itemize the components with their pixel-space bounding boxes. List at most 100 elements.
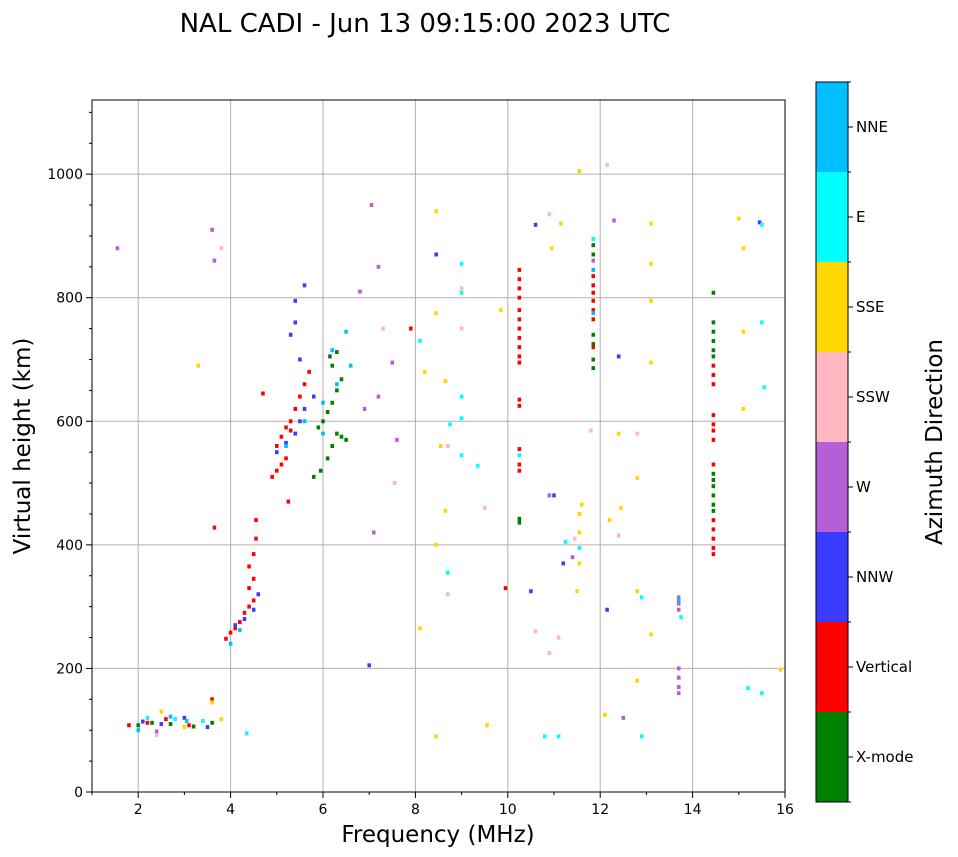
data-point-ssw — [459, 286, 464, 291]
data-point-vertical — [293, 406, 298, 411]
data-point-e — [640, 595, 644, 600]
data-point-vertical — [302, 382, 307, 387]
x-tick-label: 2 — [134, 802, 143, 818]
data-point-sse — [443, 508, 448, 513]
data-point-vertical — [517, 468, 522, 473]
data-point-vertical — [711, 527, 716, 532]
data-point-x-mode — [711, 338, 716, 343]
data-point-sse — [499, 308, 503, 313]
data-point-nne — [676, 598, 681, 603]
data-point-x-mode — [150, 720, 154, 725]
data-point-vertical — [591, 283, 596, 288]
data-point-ssw — [482, 505, 487, 510]
data-point-x-mode — [328, 354, 332, 359]
data-point-nnw — [434, 252, 438, 257]
data-point-nne — [238, 628, 242, 633]
data-point-nnw — [302, 283, 307, 288]
data-point-vertical — [145, 720, 150, 725]
data-point-nne — [330, 348, 335, 353]
data-point-vertical — [517, 335, 522, 340]
colorbar-segment-vertical — [816, 622, 848, 712]
data-point-vertical — [711, 382, 716, 387]
colorbar-frame — [815, 81, 849, 803]
data-point-sse — [434, 209, 438, 214]
data-point-e — [459, 453, 464, 458]
data-point-vertical — [591, 274, 596, 279]
data-point-w — [115, 246, 120, 251]
data-point-x-mode — [711, 320, 716, 325]
data-point-vertical — [307, 369, 311, 374]
data-point-vertical — [233, 626, 237, 631]
data-point-nnw — [757, 220, 762, 225]
data-point-vertical — [711, 363, 716, 368]
data-point-e — [459, 416, 464, 421]
data-point-w — [676, 666, 681, 671]
data-point-w — [676, 684, 681, 689]
data-point-sse — [649, 632, 653, 637]
data-point-sse — [635, 589, 639, 594]
data-point-w — [376, 264, 381, 269]
data-point-ssw — [459, 326, 464, 331]
data-point-ssw — [547, 212, 552, 217]
data-point-w — [358, 289, 362, 294]
data-point-sse — [549, 246, 554, 251]
data-point-sse — [616, 431, 621, 436]
data-point-x-mode — [591, 357, 596, 362]
data-point-sse — [210, 700, 214, 705]
colorbar-tick-label: SSW — [856, 388, 890, 406]
data-point-ssw — [547, 650, 552, 655]
data-point-x-mode — [711, 354, 716, 359]
plot-frame — [91, 99, 786, 793]
y-tick-label: 800 — [56, 291, 83, 307]
data-point-x-mode — [591, 243, 596, 248]
x-axis-label: Frequency (MHz) — [341, 822, 534, 848]
data-point-vertical — [288, 428, 293, 433]
data-point-ssw — [589, 428, 593, 433]
data-point-x-mode — [711, 329, 716, 334]
colorbar-tick-label: E — [856, 208, 865, 226]
data-point-vertical — [286, 499, 291, 504]
data-point-vertical — [517, 277, 522, 282]
data-point-nne — [302, 419, 307, 424]
colorbar: X-mode Vertical NNW W SSW SSE E NNE — [815, 81, 913, 803]
y-axis: 0 200 400 600 800 1000 — [47, 111, 92, 801]
data-point-vertical — [210, 697, 214, 702]
data-point-nnw — [288, 332, 293, 337]
data-point-sse — [635, 678, 639, 683]
data-point-e — [556, 734, 561, 739]
data-point-vertical — [517, 267, 522, 272]
data-point-w — [676, 675, 681, 680]
data-point-x-mode — [711, 471, 716, 476]
data-point-e — [459, 290, 464, 295]
data-point-nnw — [561, 561, 566, 566]
data-point-sse — [422, 369, 427, 374]
data-point-nnw — [293, 320, 298, 325]
data-point-x-mode — [344, 437, 348, 442]
data-point-nnw — [367, 663, 371, 668]
data-point-w — [612, 218, 616, 223]
data-point-e — [760, 320, 764, 325]
data-point-vertical — [164, 717, 168, 722]
colorbar-segment-x-mode — [816, 712, 848, 802]
data-point-w — [621, 715, 626, 720]
x-tick-label: 10 — [499, 802, 517, 818]
data-point-vertical — [517, 295, 522, 300]
data-point-vertical — [517, 447, 522, 452]
data-point-vertical — [251, 598, 256, 603]
data-point-vertical — [261, 391, 265, 396]
data-point-vertical — [238, 620, 242, 625]
data-point-w — [395, 437, 399, 442]
data-point-sse — [649, 221, 653, 226]
colorbar-segment-ssw — [816, 352, 848, 442]
data-point-nnw — [552, 493, 556, 498]
data-point-sse — [577, 511, 582, 516]
y-tick-label: 400 — [56, 538, 83, 554]
data-point-nnw — [275, 450, 279, 455]
data-point-nnw — [284, 440, 288, 445]
data-point-ssw — [616, 533, 621, 538]
data-point-sse — [182, 725, 187, 730]
data-point-vertical — [517, 308, 522, 313]
x-tick-label: 6 — [319, 802, 328, 818]
y-tick-label: 200 — [56, 661, 83, 677]
data-point-ssw — [445, 592, 450, 597]
